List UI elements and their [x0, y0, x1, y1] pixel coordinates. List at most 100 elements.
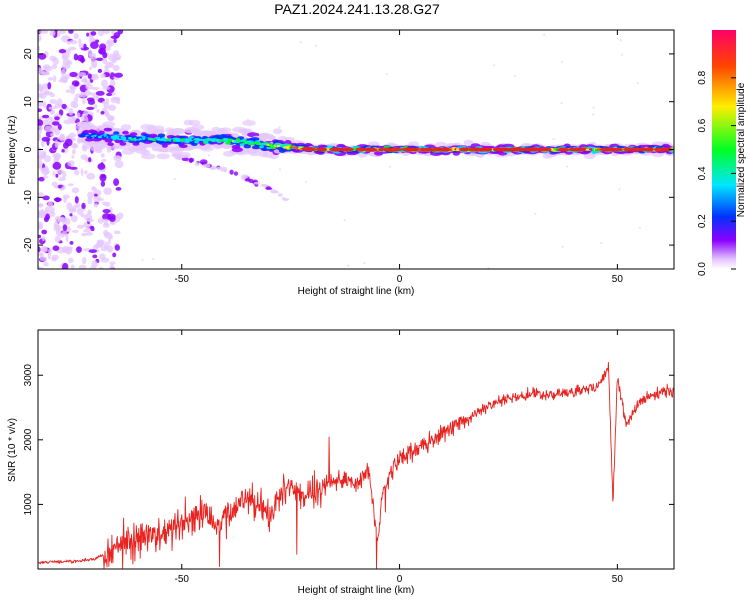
- noise-point: [55, 228, 62, 237]
- noise-point: [102, 201, 107, 206]
- noise-point: [56, 98, 63, 107]
- ridge-core-point: [574, 147, 583, 152]
- branch-point: [229, 169, 234, 175]
- ridge-point: [224, 141, 231, 145]
- noise-point: [44, 125, 53, 132]
- noise-scatter: [38, 30, 642, 269]
- snr-panel: -50 0 50 1000 2000 3000 Height of straight l…: [7, 329, 675, 596]
- noise-point: [38, 119, 44, 127]
- ridge-point: [179, 135, 186, 139]
- noise-point: [87, 197, 93, 205]
- noise-point: [85, 83, 93, 90]
- colorbar-label: Normalized spectral amplitude: [736, 82, 747, 217]
- noise-point: [38, 203, 44, 208]
- noise-point: [51, 64, 58, 70]
- noise-point: [107, 115, 115, 122]
- ridge-point: [153, 128, 165, 134]
- noise-point: [113, 230, 121, 235]
- noise-point: [72, 205, 77, 212]
- noise-point: [173, 178, 176, 180]
- noise-point: [100, 73, 106, 79]
- ridge-point: [219, 127, 232, 134]
- noise-point: [54, 235, 61, 243]
- ridge-core-point: [510, 147, 527, 152]
- noise-point: [69, 166, 78, 170]
- ridge-core-point: [660, 147, 673, 152]
- noise-point: [70, 264, 75, 269]
- ridge-point: [259, 132, 270, 138]
- noise-point: [86, 231, 93, 236]
- noise-point: [619, 39, 622, 42]
- branch-point: [248, 178, 254, 183]
- noise-point: [38, 234, 42, 239]
- noise-point: [76, 207, 84, 215]
- noise-point: [59, 30, 66, 35]
- noise-point: [63, 196, 67, 204]
- noise-point: [85, 224, 90, 231]
- noise-point: [48, 248, 52, 254]
- noise-point: [47, 77, 53, 81]
- noise-point: [534, 212, 537, 215]
- noise-point: [43, 155, 51, 163]
- figure-title: PAZ1.2024.241.13.28.G27: [274, 1, 440, 17]
- ridge-point: [188, 136, 194, 139]
- noise-point: [107, 104, 117, 111]
- noise-point: [56, 169, 65, 174]
- noise-point: [52, 75, 57, 82]
- noise-point: [102, 86, 111, 90]
- noise-point: [636, 82, 639, 85]
- ridge-core-point: [493, 147, 505, 152]
- spectrogram-panel: -50 0 50 -20 -10 0 10 20 Height of straight li…: [7, 29, 675, 297]
- ridge-point: [119, 142, 127, 146]
- branch-point: [265, 186, 272, 190]
- noise-point: [41, 211, 46, 217]
- noise-point: [66, 202, 73, 211]
- spectrogram-y-axis: -20 -10 0 10 20: [23, 48, 674, 252]
- noise-point: [83, 43, 87, 50]
- noise-point: [101, 257, 110, 263]
- noise-point: [54, 116, 60, 121]
- noise-point: [60, 68, 66, 77]
- ridge-core-point: [523, 147, 539, 152]
- noise-point: [49, 211, 56, 217]
- noise-point: [101, 174, 106, 178]
- branch-point: [253, 181, 260, 185]
- noise-point: [69, 71, 78, 78]
- noise-point: [112, 56, 121, 61]
- ridge-point: [122, 130, 129, 135]
- noise-point: [69, 132, 76, 138]
- noise-point: [57, 124, 62, 131]
- noise-point: [101, 158, 107, 163]
- noise-point: [74, 169, 80, 176]
- noise-point: [61, 149, 65, 153]
- noise-point: [61, 186, 66, 190]
- ridge-point: [156, 147, 169, 153]
- noise-point: [102, 30, 111, 35]
- snr-frame: [37, 329, 675, 570]
- noise-point: [41, 71, 50, 75]
- noise-point: [63, 119, 73, 125]
- y-tick-label: 20: [23, 48, 34, 60]
- noise-point: [59, 216, 65, 221]
- ridge-core-point: [366, 147, 377, 152]
- noise-point: [55, 173, 59, 178]
- noise-point: [98, 50, 103, 54]
- noise-point: [51, 121, 60, 126]
- ridge-point: [168, 129, 176, 134]
- noise-point: [38, 251, 43, 257]
- noise-point: [71, 115, 76, 123]
- noise-point: [62, 262, 69, 269]
- noise-point: [90, 31, 97, 36]
- noise-point: [343, 219, 346, 222]
- noise-point: [114, 160, 124, 169]
- colorbar-tick-label: 0.2: [697, 214, 708, 228]
- x-tick-label: 0: [397, 574, 403, 585]
- noise-point: [78, 264, 87, 269]
- ridge-core-point: [420, 147, 425, 152]
- noise-point: [38, 100, 44, 107]
- noise-point: [75, 202, 81, 209]
- ridge-core-point: [355, 147, 366, 152]
- noise-point: [43, 262, 49, 267]
- noise-point: [95, 57, 104, 61]
- noise-point: [41, 235, 46, 242]
